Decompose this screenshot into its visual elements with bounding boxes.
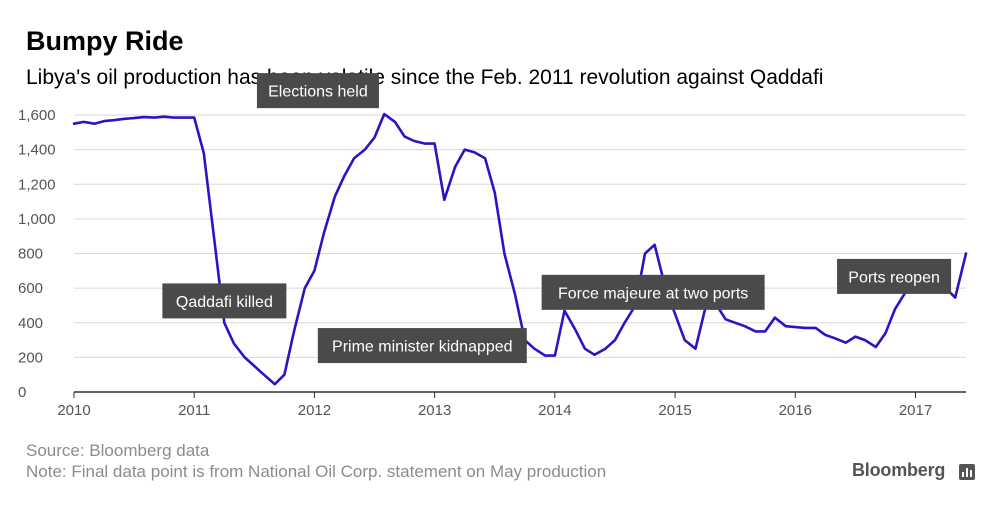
annotation-label: Ports reopen xyxy=(848,269,940,286)
y-tick-label: 0 xyxy=(18,384,26,401)
chart-title: Bumpy Ride xyxy=(26,26,184,56)
annotation-callout: Qaddafi killed xyxy=(162,283,287,319)
x-tick-label: 2013 xyxy=(418,402,451,419)
y-tick-label: 200 xyxy=(18,349,43,366)
footnote: Note: Final data point is from National … xyxy=(26,462,607,481)
x-tick-label: 2012 xyxy=(298,402,331,419)
annotation-callout: Force majeure at two ports xyxy=(541,274,765,310)
x-tick-label: 2017 xyxy=(899,402,932,419)
x-tick-label: 2010 xyxy=(57,402,90,419)
annotation-box xyxy=(837,258,952,294)
y-tick-label: 1,400 xyxy=(18,142,56,159)
y-tick-label: 1,200 xyxy=(18,176,56,193)
x-tick-label: 2014 xyxy=(538,402,571,419)
annotation-label: Prime minister kidnapped xyxy=(332,339,513,356)
bloomberg-logo: Bloomberg xyxy=(852,460,946,480)
y-tick-label: 600 xyxy=(18,280,43,297)
axes: 0 200 400 600 800 1,000 1,200 1,400 1,600 2010 201… xyxy=(18,107,966,419)
annotation-box xyxy=(317,328,527,364)
y-tick-label: 400 xyxy=(18,315,43,332)
annotation-box xyxy=(162,283,287,319)
annotation-callout: Elections held xyxy=(256,73,379,109)
y-tick-label: 1,000 xyxy=(18,211,56,228)
bloomberg-bars-icon xyxy=(959,464,975,480)
x-tick-label: 2016 xyxy=(779,402,812,419)
line-chart: 0 200 400 600 800 1,000 1,200 1,400 1,600 2010 201… xyxy=(18,73,968,419)
annotations: Elections held Qaddafi killed Prime minist… xyxy=(162,73,952,364)
y-tick-label: 1,600 xyxy=(18,107,56,124)
annotation-callout: Prime minister kidnapped xyxy=(317,328,527,364)
annotation-callout: Ports reopen xyxy=(837,258,952,294)
source-note: Source: Bloomberg data xyxy=(26,441,210,460)
annotation-label: Qaddafi killed xyxy=(176,294,273,311)
annotation-label: Elections held xyxy=(268,84,368,101)
x-tick-label: 2015 xyxy=(658,402,691,419)
chart-subtitle: Libya's oil production has been volatile… xyxy=(26,66,824,89)
annotation-label: Force majeure at two ports xyxy=(558,285,748,302)
annotation-box xyxy=(541,274,765,310)
y-tick-label: 800 xyxy=(18,246,43,263)
annotation-box xyxy=(256,73,379,109)
x-tick-label: 2011 xyxy=(178,402,210,419)
